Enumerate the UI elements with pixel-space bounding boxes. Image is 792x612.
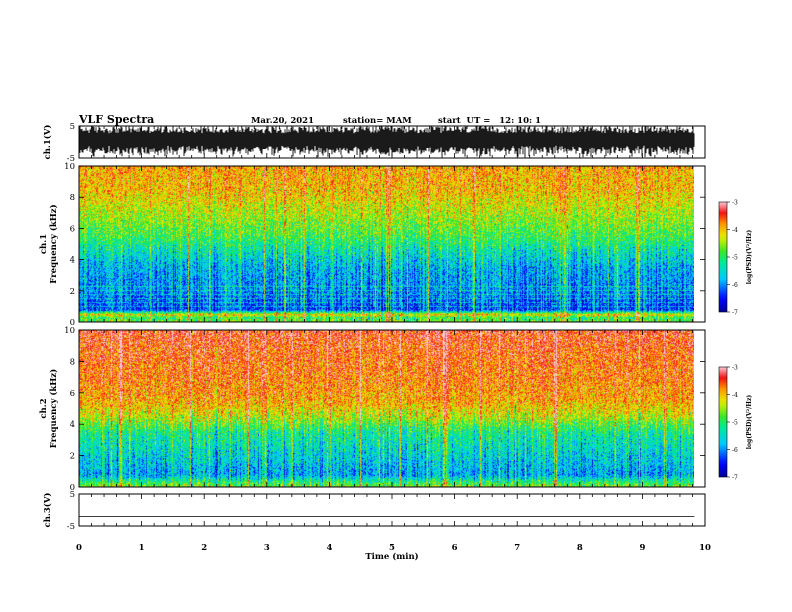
- ch1-spectrogram-panel: 0 2 4 6 8 10 ch.1 Frequency (kHz) -3 -4 -5 -6 -7 log(…: [39, 162, 753, 328]
- y-tick-label: 0: [70, 483, 75, 493]
- ch1-waveform-panel: 5 -5 ch.1(V): [42, 122, 706, 164]
- colorbar-tick-label: -6: [732, 447, 738, 454]
- y-tick-label: 6: [70, 389, 75, 399]
- y-tick-label: 6: [70, 224, 75, 234]
- panel-ylabel-channel: ch.1: [39, 234, 49, 254]
- panel-ylabel-frequency: Frequency (kHz): [48, 369, 59, 448]
- ch1-waveform-trace: [79, 126, 695, 158]
- y-tick-label: 2: [70, 287, 75, 297]
- colorbar-tick-label: -4: [732, 227, 738, 234]
- panel-ylabel-channel: ch.2: [39, 398, 49, 418]
- y-tick-label: 5: [70, 122, 75, 132]
- x-axis-label: Time (min): [365, 551, 418, 562]
- figure-start-time: start UT = 12: 10: 1: [438, 116, 541, 126]
- figure-title: VLF Spectra: [78, 113, 154, 126]
- colorbar-tick-label: -3: [732, 200, 738, 207]
- colorbar-tick-label: -7: [732, 310, 738, 317]
- y-tick-label: 8: [70, 193, 75, 203]
- colorbar: [718, 366, 728, 478]
- x-tick-label: 0: [76, 543, 82, 553]
- y-tick-label: -5: [67, 522, 75, 532]
- y-tick-label: 2: [70, 452, 75, 462]
- ch2-spectrogram-panel: 0 2 4 6 8 10 ch.2 Frequency (kHz) -3 -4 -5 -6 -7 log(…: [39, 326, 753, 493]
- y-tick-label: -5: [67, 154, 75, 164]
- x-tick-label: 6: [452, 543, 458, 553]
- x-tick-label: 4: [326, 543, 332, 553]
- y-tick-label: 10: [64, 162, 75, 172]
- colorbar-tick-label: -4: [732, 392, 738, 399]
- y-tick-label: 5: [70, 490, 75, 500]
- y-tick-label: 8: [70, 357, 75, 367]
- colorbar-tick-label: -3: [732, 365, 738, 372]
- x-tick-label: 3: [264, 543, 270, 553]
- y-tick-label: 4: [70, 420, 75, 430]
- colorbar-tick-label: -5: [732, 255, 738, 262]
- x-tick-label: 5: [389, 543, 395, 553]
- x-tick-label: 9: [639, 543, 645, 553]
- colorbar-tick-label: -6: [732, 282, 738, 289]
- y-tick-label: 4: [70, 256, 75, 266]
- y-tick-label: 0: [70, 318, 75, 328]
- x-tick-label: 10: [699, 543, 711, 553]
- x-tick-label: 8: [577, 543, 583, 553]
- spectrogram-raster: [79, 166, 694, 322]
- colorbar-tick-label: -5: [732, 420, 738, 427]
- colorbar-label: log(PSD)(V²/Hz): [746, 230, 753, 285]
- panel-ylabel: ch.1(V): [42, 125, 53, 160]
- colorbar-tick-label: -7: [732, 475, 738, 482]
- figure-date: Mar.20, 2021: [251, 116, 314, 126]
- ch3-waveform-panel: 5 -5 ch.3(V): [42, 490, 706, 532]
- y-tick-label: 10: [64, 326, 75, 336]
- panel-ylabel: ch.3(V): [42, 493, 53, 528]
- x-tick-label: 1: [139, 543, 145, 553]
- colorbar-label: log(PSD)(V²/Hz): [746, 395, 753, 450]
- x-tick-label: 7: [514, 543, 520, 553]
- x-tick-label: 2: [201, 543, 207, 553]
- spectrogram-raster: [79, 330, 694, 487]
- colorbar: [718, 201, 728, 313]
- time-axis: 0 1 2 3 4 5 6 7 8 9 10 Time (min): [76, 543, 711, 562]
- panel-ylabel-frequency: Frequency (kHz): [48, 204, 59, 283]
- figure-station: station= MAM: [343, 116, 412, 126]
